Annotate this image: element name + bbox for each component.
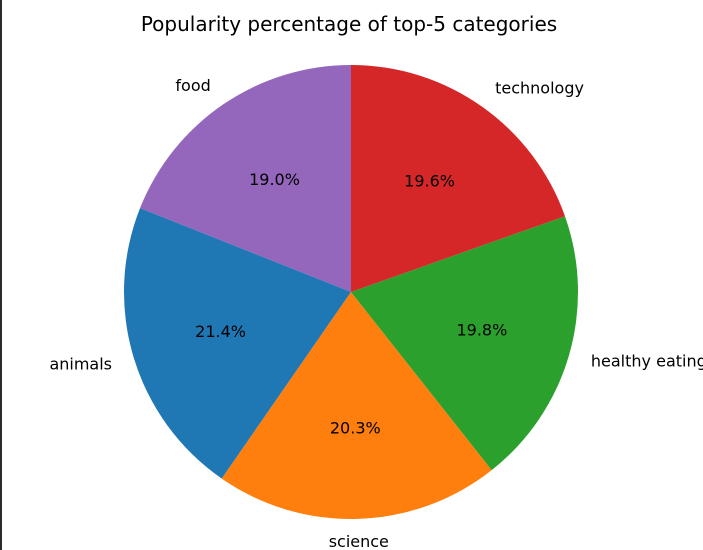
pie-slice-healthy-eating <box>351 216 579 471</box>
pie-labels: 19.0% food 21.4% animals 20.3% science 19.8% he… <box>49 76 703 550</box>
pie-pct-label: 21.4% <box>195 322 246 341</box>
pie-pct-label: 20.3% <box>330 419 381 438</box>
pie-pct-label: 19.8% <box>456 320 507 339</box>
pie-pct-label: 19.0% <box>249 170 300 189</box>
pie-slice-science <box>221 292 492 519</box>
pie-category-label: technology <box>495 79 584 98</box>
pie-category-label: healthy eating <box>591 352 703 371</box>
pie-slices <box>124 65 579 519</box>
pie-category-label: science <box>329 532 389 550</box>
pie-slice-animals <box>124 208 351 479</box>
pie-slice-food <box>140 65 351 292</box>
chart-title: Popularity percentage of top-5 categorie… <box>141 12 557 36</box>
pie-slice-technology <box>351 65 565 292</box>
pie-category-label: food <box>175 76 210 95</box>
pie-category-label: animals <box>49 355 112 374</box>
pie-pct-label: 19.6% <box>404 171 455 190</box>
